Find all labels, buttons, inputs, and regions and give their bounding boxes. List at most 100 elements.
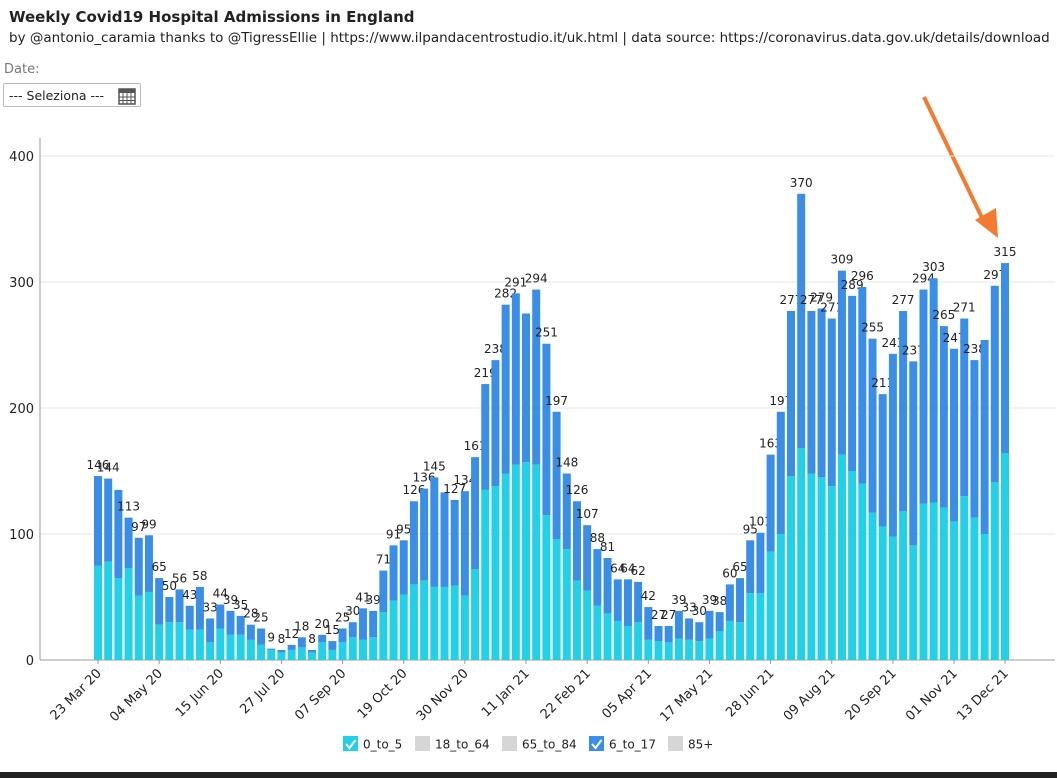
bar-segment [827, 318, 836, 487]
bar-segment [328, 641, 337, 650]
bar-segment [369, 637, 378, 660]
bar-segment [705, 638, 714, 660]
bar-segment [542, 343, 551, 516]
bar-segment [868, 338, 877, 513]
annotation-arrow [922, 96, 998, 238]
bar-segment [471, 569, 480, 660]
calendar-icon [118, 88, 136, 105]
legend-item[interactable]: 85+ [668, 736, 713, 752]
x-tick-label: 27 Jul 20 [237, 666, 288, 717]
bar-segment [552, 411, 561, 540]
total-label: 163 [759, 437, 782, 451]
bar-segment [827, 486, 836, 660]
bar-segment [644, 639, 653, 660]
bar-segment [216, 628, 225, 660]
bar-segment [562, 549, 571, 660]
bar-segment [318, 634, 327, 643]
bar-segment [899, 511, 908, 660]
x-tick-label: 11 Jan 21 [479, 666, 533, 720]
bar-segment [338, 642, 347, 660]
y-tick-label: 300 [9, 276, 34, 291]
bar-segment [297, 647, 306, 660]
total-label: 30 [692, 604, 707, 618]
bar-segment [695, 641, 704, 660]
bar-segment [471, 457, 480, 570]
bar-segment [155, 578, 164, 625]
legend-item[interactable]: 6_to_17 [589, 736, 656, 752]
bar-segment [583, 525, 592, 591]
bar-segment [817, 308, 826, 478]
bar-segment [511, 464, 520, 660]
total-label: 91 [386, 527, 401, 541]
bar-segment [837, 270, 846, 455]
bar-segment [358, 639, 367, 660]
bar-segment [308, 652, 317, 660]
bar-segment [674, 638, 683, 660]
total-label: 99 [141, 517, 156, 531]
x-tick-label: 17 May 21 [657, 666, 716, 725]
bar-segment [797, 193, 806, 449]
bar-segment [420, 488, 429, 581]
bar-segment [522, 462, 531, 660]
bar-segment [318, 642, 327, 660]
legend-item[interactable]: 18_to_64 [415, 736, 490, 752]
bar-segment [165, 622, 174, 660]
bar-segment [725, 584, 734, 621]
bar-segment [654, 641, 663, 660]
arrow-shaft [922, 96, 986, 223]
total-label: 255 [861, 321, 884, 335]
total-label: 64 [610, 561, 625, 575]
bar-segment [705, 610, 714, 639]
legend-item[interactable]: 65_to_84 [502, 736, 577, 752]
bar-segment [807, 473, 816, 660]
bar-segment [939, 507, 948, 660]
total-label: 271 [953, 301, 976, 315]
bar-segment [929, 502, 938, 660]
total-label: 251 [535, 326, 558, 340]
bar-segment [756, 593, 765, 660]
bar-segment [246, 624, 255, 640]
total-label: 27 [661, 608, 676, 622]
legend-label: 65_to_84 [522, 738, 577, 752]
bar-segment [481, 489, 490, 660]
legend-item[interactable]: 0_to_5 [343, 736, 402, 752]
total-label: 15 [325, 623, 340, 637]
total-label: 8 [278, 632, 286, 646]
bar-segment [950, 348, 959, 522]
bar-segment [807, 310, 816, 474]
bar-segment [114, 489, 123, 579]
bar-segment [634, 581, 643, 623]
total-label: 33 [202, 600, 217, 614]
total-label: 271 [820, 301, 843, 315]
bar-segment [409, 501, 418, 585]
date-label: Date: [4, 62, 40, 77]
total-label: 145 [423, 459, 446, 473]
date-select[interactable]: --- Seleziona --- [3, 83, 141, 107]
legend-check [345, 739, 357, 750]
bar-segment [542, 515, 551, 660]
bar-segment [114, 578, 123, 660]
total-label: 294 [912, 272, 935, 286]
bar-segment [970, 360, 979, 518]
x-tick-label: 22 Feb 21 [538, 666, 594, 722]
total-label: 25 [253, 611, 268, 625]
x-tick-label: 15 Jun 20 [173, 666, 227, 720]
total-label: 297 [983, 268, 1006, 282]
total-label: 38 [712, 594, 727, 608]
legend-box [415, 736, 430, 751]
bar-segment [899, 310, 908, 512]
total-label: 35 [233, 598, 248, 612]
total-label: 50 [162, 579, 177, 593]
total-label: 12 [284, 627, 299, 641]
bar-segment [308, 649, 317, 653]
legend-box [502, 736, 517, 751]
bar-segment [746, 540, 755, 594]
total-label: 146 [87, 458, 110, 472]
x-tick-label: 04 May 20 [107, 666, 166, 725]
bar-segment [552, 539, 561, 660]
bar-segment [766, 551, 775, 660]
total-label: 33 [681, 600, 696, 614]
bar-segment [277, 652, 286, 660]
bar-segment [909, 545, 918, 660]
bar-segment [797, 448, 806, 660]
